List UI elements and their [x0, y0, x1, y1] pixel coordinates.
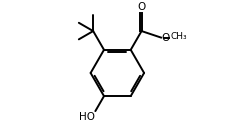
Text: CH₃: CH₃: [170, 32, 187, 41]
Text: HO: HO: [79, 112, 95, 122]
Text: O: O: [138, 2, 146, 12]
Text: O: O: [162, 33, 170, 43]
